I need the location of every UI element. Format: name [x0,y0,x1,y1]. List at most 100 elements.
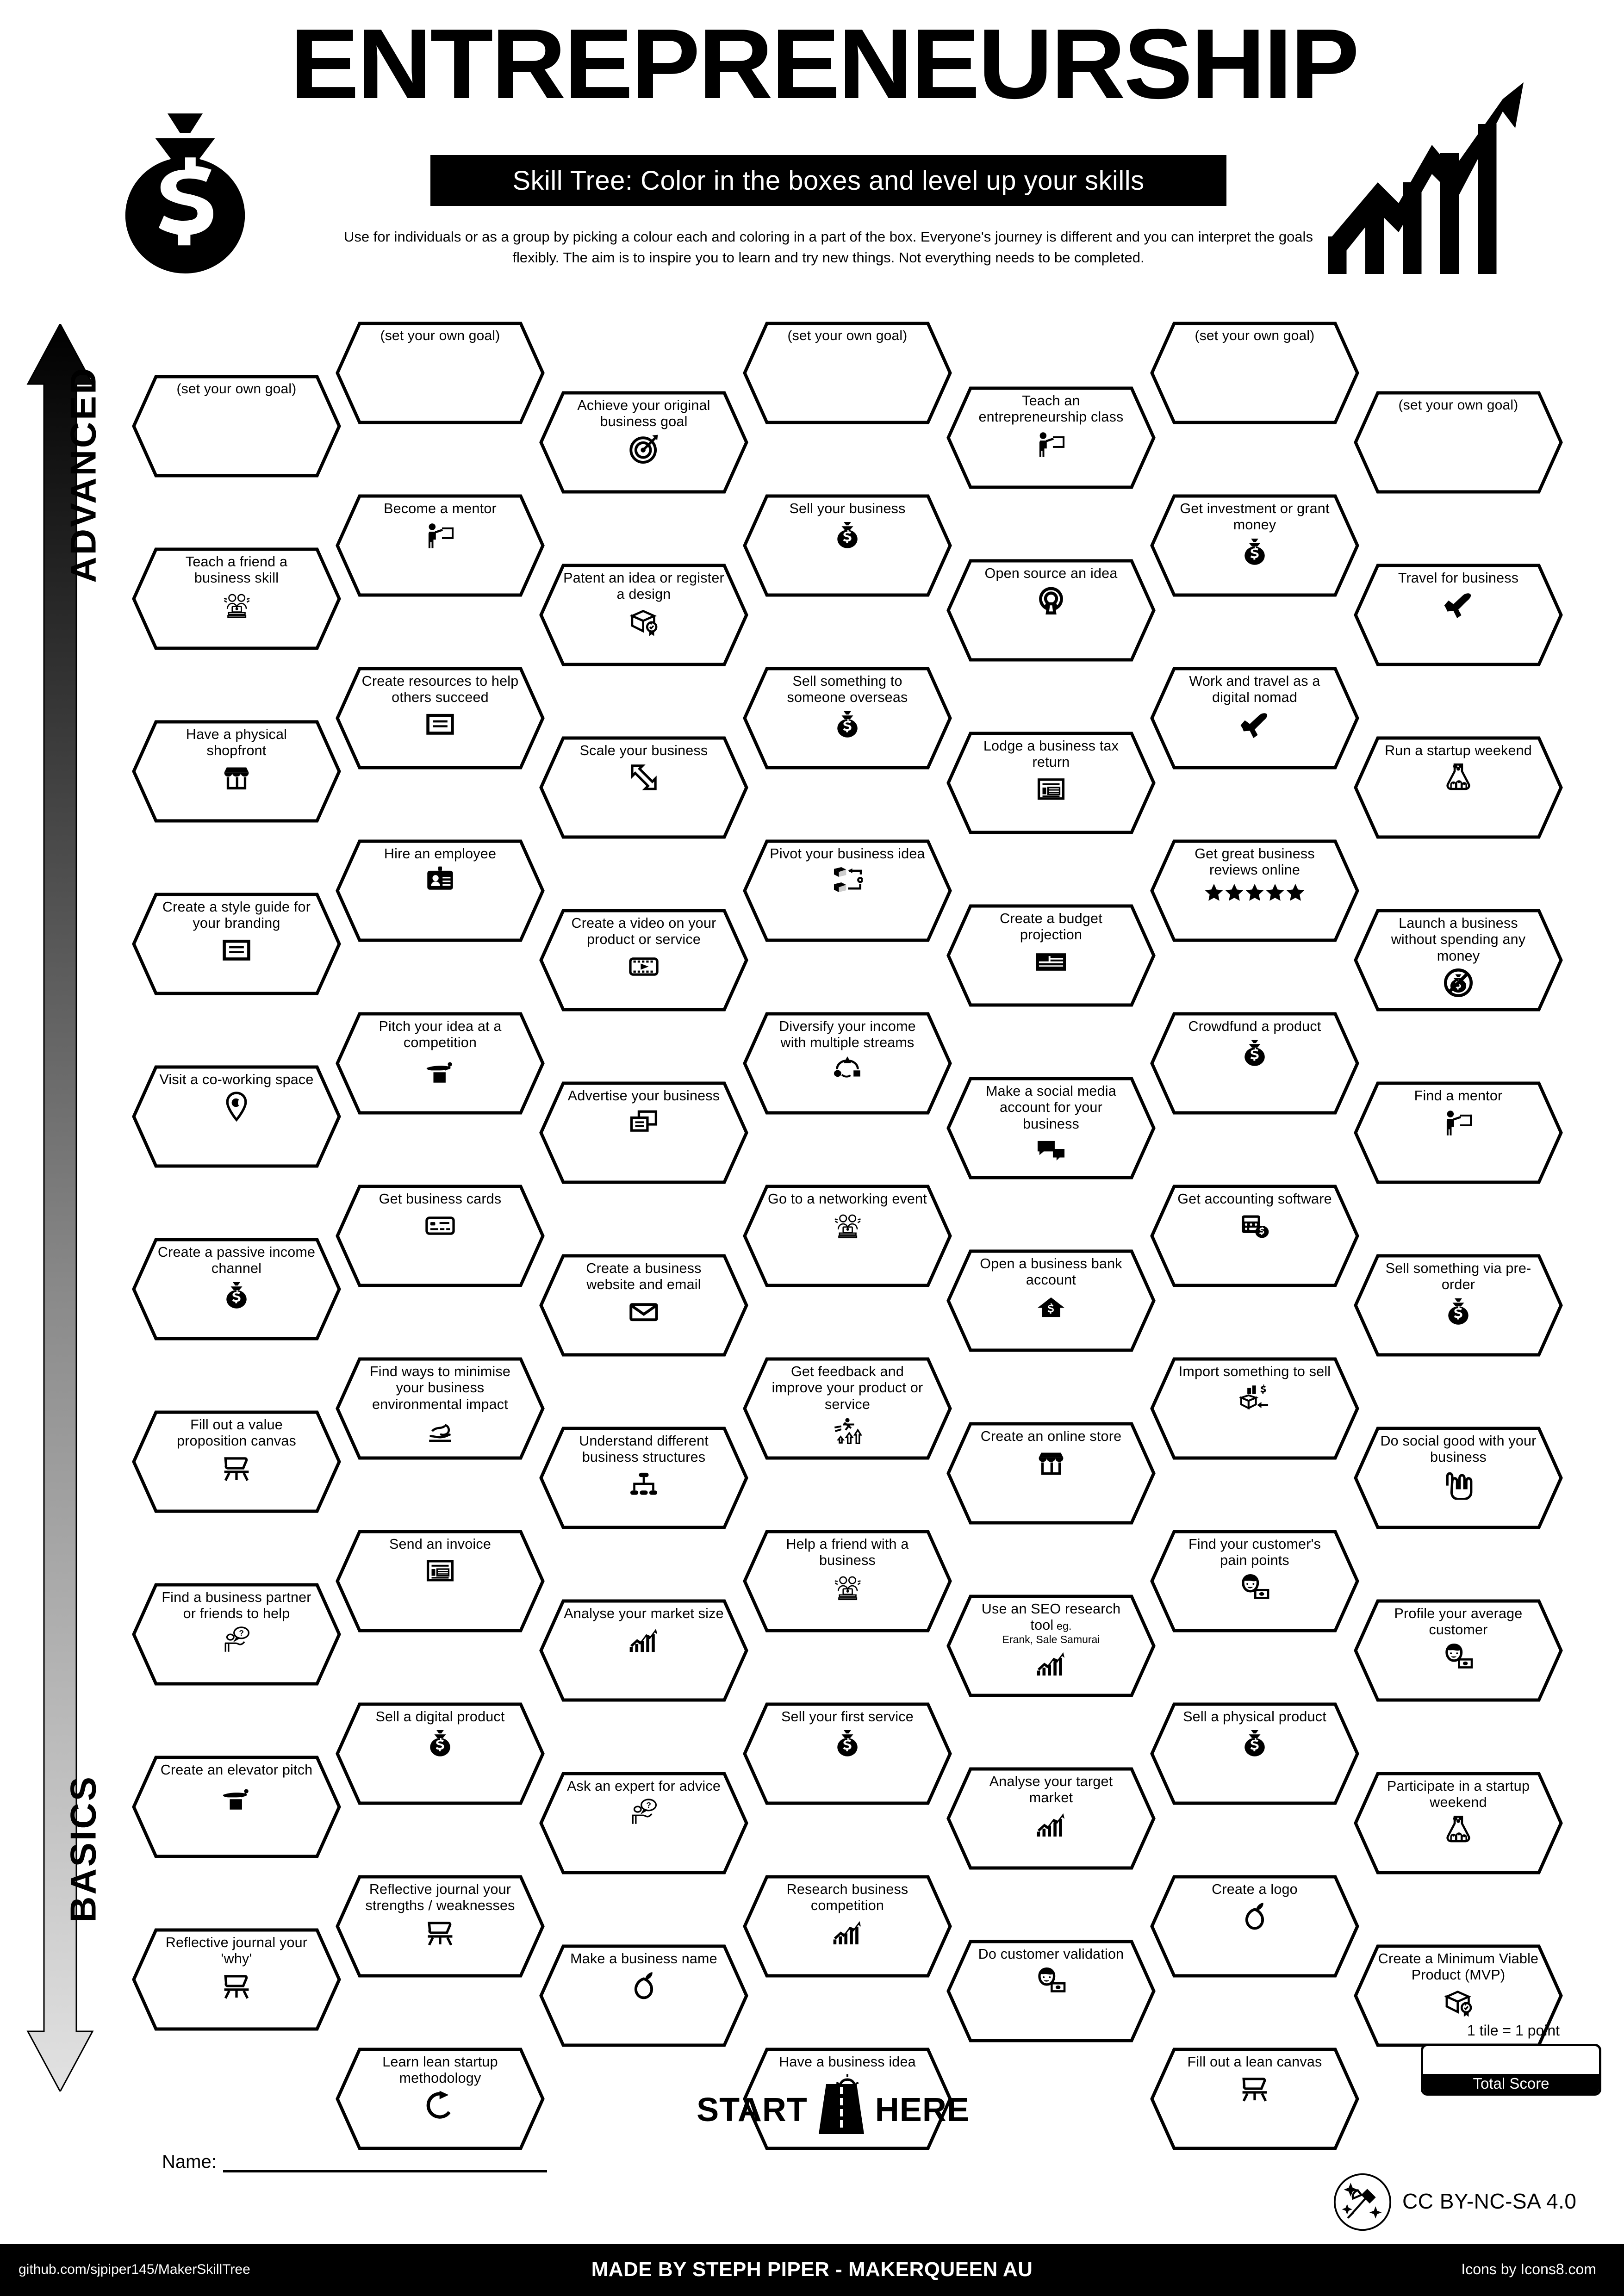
footer-icons-credit[interactable]: Icons by Icons8.com [1461,2261,1596,2277]
skill-tile[interactable]: Sell a physical product [1150,1702,1359,1805]
document-lines-icon [221,935,252,966]
tile-label: Visit a co-working space [159,1072,314,1087]
skill-tile[interactable]: Use an SEO research tool eg. Erank, Sale … [946,1595,1156,1697]
skill-tile[interactable]: Get investment or grant money [1150,494,1359,597]
skill-tile[interactable]: Become a mentor [336,494,545,597]
skill-tile[interactable]: Create a style guide for your branding [132,893,341,995]
skill-tile[interactable]: Work and travel as a digital nomad [1150,667,1359,769]
tile-label: Become a mentor [384,501,497,516]
skill-tile[interactable]: Create an online store [946,1422,1156,1525]
skill-tile[interactable]: Launch a business without spending any m… [1354,909,1563,1011]
hex-outline [539,736,748,839]
license-text: CC BY-NC-SA 4.0 [1402,2189,1577,2213]
skill-tile[interactable]: Patent an idea or register a design [539,564,748,666]
skill-tile[interactable]: (set your own goal) [1150,322,1359,424]
skill-tile[interactable]: Participate in a startup weekend [1354,1772,1563,1874]
org-chart-icon [628,1469,659,1500]
tile-content: Analyse your target market [971,1774,1132,1840]
skill-tile[interactable]: Scale your business [539,736,748,839]
skill-tile[interactable]: Achieve your original business goal [539,391,748,494]
skill-tile[interactable]: Crowdfund a product [1150,1012,1359,1115]
hex-outline [336,2048,545,2150]
tile-label: Get business cards [379,1191,502,1207]
skill-tile[interactable]: (set your own goal) [1354,391,1563,494]
skill-tile[interactable]: Reflective journal your 'why' [132,1928,341,2031]
skill-tile[interactable]: Create a business website and email [539,1254,748,1357]
presenter-icon [1036,429,1066,459]
skill-tile[interactable]: Learn lean startup methodology [336,2048,545,2150]
skill-tile[interactable]: Sell a digital product [336,1702,545,1805]
skill-tile[interactable]: Run a startup weekend [1354,736,1563,839]
skill-tile[interactable]: Advertise your business [539,1081,748,1184]
skill-tile[interactable]: Analyse your market size [539,1599,748,1702]
skill-tile[interactable]: Fill out a lean canvas [1150,2048,1359,2150]
skill-tile[interactable]: Create a logo [1150,1875,1359,1978]
skill-tile[interactable]: Teach a friend a business skill [132,547,341,650]
customer-money-icon [1443,1642,1474,1672]
footer-repo-link[interactable]: github.com/sjpiper145/MakerSkillTree [19,2262,250,2277]
skill-tile[interactable]: Profile your average customer [1354,1599,1563,1702]
tile-content: Find a business partner or friends to he… [156,1589,317,1656]
tile-label: Profile your average customer [1394,1606,1523,1638]
skill-tile[interactable]: Hire an employee [336,839,545,942]
skill-tile[interactable]: Help a friend with a business [743,1530,952,1632]
skill-tile[interactable]: Pivot your business idea [743,839,952,942]
name-field-row[interactable]: Name: [162,2152,547,2172]
skill-tile[interactable]: Create a video on your product or servic… [539,909,748,1011]
skill-tile[interactable]: Find ways to minimise your business envi… [336,1357,545,1460]
skill-tile[interactable]: Lodge a business tax return [946,732,1156,834]
skill-tile[interactable]: Get business cards [336,1185,545,1287]
money-bag-icon [1443,1297,1474,1327]
skill-tile[interactable]: Sell something via pre-order [1354,1254,1563,1357]
skill-tile[interactable]: Fill out a value proposition canvas [132,1410,341,1513]
skill-tile[interactable]: Create a passive income channel [132,1238,341,1340]
skill-tile[interactable]: Visit a co-working space [132,1065,341,1168]
skill-tile[interactable]: Go to a networking event [743,1185,952,1287]
skill-tile[interactable]: Sell your business [743,494,952,597]
skill-tile[interactable]: Travel for business [1354,564,1563,666]
hex-outline [1354,736,1563,839]
total-score-box[interactable]: Total Score [1421,2044,1601,2096]
skill-tile[interactable]: Import something to sell [1150,1357,1359,1460]
skill-tile[interactable]: Research business competition [743,1875,952,1978]
skill-tile[interactable]: (set your own goal) [336,322,545,424]
skill-tile[interactable]: Create a Minimum Viable Product (MVP) [1354,1944,1563,2047]
tile-content: (set your own goal) [156,381,317,397]
skill-tile[interactable]: Sell your first service [743,1702,952,1805]
skill-tile[interactable]: Get feedback and improve your product or… [743,1357,952,1460]
svg-text:?: ? [646,1800,651,1810]
skill-tile[interactable]: Ask an expert for advice? [539,1772,748,1874]
tile-content: Have a physical shopfront [156,726,317,793]
skill-tile[interactable]: Make a business name [539,1944,748,2047]
skill-tile[interactable]: Get great business reviews online [1150,839,1359,942]
eco-footprint-icon [425,1416,455,1446]
skill-tile[interactable]: Find a business partner or friends to he… [132,1583,341,1686]
skill-tile[interactable]: Find a mentor [1354,1081,1563,1184]
skill-tile[interactable]: Diversify your income with multiple stre… [743,1012,952,1115]
skill-tile[interactable]: Reflective journal your strengths / weak… [336,1875,545,1978]
hex-outline [336,839,545,942]
skill-tile[interactable]: Get accounting software [1150,1185,1359,1287]
tile-content: Create resources to help others succeed [360,673,521,740]
hex-outline [743,1530,952,1632]
skill-tile[interactable]: Have a physical shopfront [132,720,341,823]
skill-tile[interactable]: Do social good with your business [1354,1427,1563,1529]
skill-tile[interactable]: Send an invoice [336,1530,545,1632]
skill-tile[interactable]: Understand different business structures [539,1427,748,1529]
skill-tile[interactable]: (set your own goal) [132,375,341,478]
easel-icon [1239,2073,1270,2104]
skill-tile[interactable]: Open source an idea [946,559,1156,662]
skill-tile[interactable]: Sell something to someone overseas [743,667,952,769]
skill-tile[interactable]: Create a budget projection [946,904,1156,1007]
name-input-line[interactable] [223,2169,547,2172]
skill-tile[interactable]: Create resources to help others succeed [336,667,545,769]
skill-tile[interactable]: Do customer validation [946,1940,1156,2042]
skill-tile[interactable]: Teach an entrepreneurship class [946,386,1156,489]
skill-tile[interactable]: (set your own goal) [743,322,952,424]
skill-tile[interactable]: Make a social media account for your bus… [946,1077,1156,1179]
skill-tile[interactable]: Find your customer's pain points [1150,1530,1359,1632]
skill-tile[interactable]: Create an elevator pitch [132,1756,341,1858]
skill-tile[interactable]: Pitch your idea at a competition [336,1012,545,1115]
skill-tile[interactable]: Open a business bank account [946,1249,1156,1352]
skill-tile[interactable]: Analyse your target market [946,1767,1156,1870]
